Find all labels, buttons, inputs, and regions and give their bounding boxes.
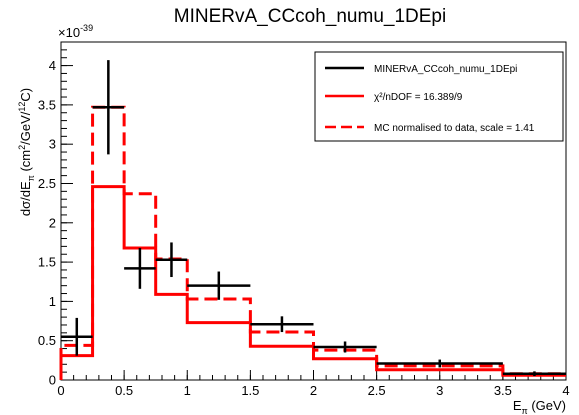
chart-title: MINERvA_CCcoh_numu_1DEpi — [174, 6, 446, 27]
legend: MINERvA_CCcoh_numu_1DEpi χ²/nDOF = 16.38… — [314, 51, 564, 142]
x-tick-label: 1.5 — [241, 383, 259, 398]
y-tick-label: 0 — [49, 373, 56, 388]
x-axis: 0 0.5 1 1.5 2 2.5 3 3.5 4 — [57, 370, 570, 398]
y-tick-label: 3.5 — [38, 97, 56, 112]
legend-label-mc-scaled: MC normalised to data, scale = 1.41 — [374, 123, 535, 134]
legend-label-mc: χ²/nDOF = 16.389/9 — [374, 92, 463, 103]
mc-histogram-dashed — [59, 105, 566, 380]
x-axis-label: Eπ (GeV) — [513, 398, 566, 415]
y-tick-label: 2 — [49, 215, 56, 230]
y-tick-label: 0.5 — [38, 333, 56, 348]
x-tick-label: 4 — [562, 383, 569, 398]
y-tick-label: 3 — [49, 137, 56, 152]
y-exponent-label: ×10-39 — [58, 23, 93, 40]
x-tick-label: 1 — [184, 383, 191, 398]
x-tick-label: 2 — [310, 383, 317, 398]
y-tick-label: 1 — [49, 294, 56, 309]
x-tick-label: 2.5 — [368, 383, 386, 398]
y-tick-label: 4 — [49, 58, 56, 73]
y-tick-label: 1.5 — [38, 255, 56, 270]
x-tick-label: 0.5 — [115, 383, 133, 398]
y-axis-label: dσ/dEπ (cm2/GeV/12C) — [17, 88, 36, 216]
legend-label-data: MINERvA_CCcoh_numu_1DEpi — [374, 64, 517, 75]
x-tick-label: 0 — [57, 383, 64, 398]
x-tick-label: 3 — [436, 383, 443, 398]
x-tick-label: 3.5 — [494, 383, 512, 398]
mc-histogram-solid-line — [59, 185, 566, 380]
y-tick-label: 2.5 — [38, 176, 56, 191]
data-points — [61, 60, 566, 377]
mc-histogram-dashed-line — [59, 105, 566, 380]
y-axis: 0 0.5 1 1.5 2 2.5 3 3.5 4 — [38, 41, 73, 388]
mc-histogram-solid — [59, 185, 566, 380]
